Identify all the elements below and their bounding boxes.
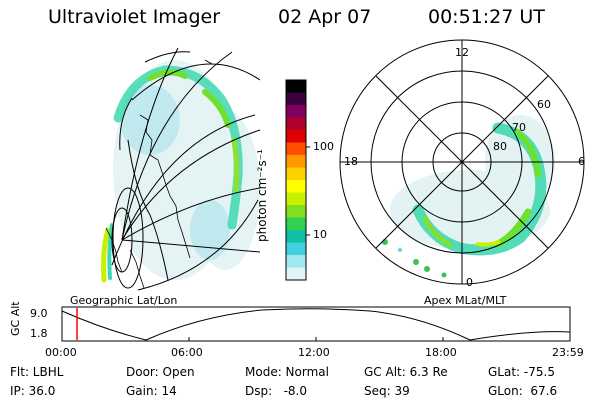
mlt-label-0: 0 — [466, 276, 473, 289]
geo-auroral-arc — [101, 65, 243, 283]
altitude-curve — [61, 308, 571, 341]
colorbar-segment — [286, 142, 306, 156]
lat-label-60: 60 — [537, 98, 551, 111]
colorbar — [285, 79, 310, 281]
info-ip: IP: 36.0 — [10, 384, 56, 398]
timeline-xtick-1800: 18:00 — [425, 346, 457, 359]
timeline-xtick-0000: 00:00 — [45, 346, 77, 359]
timeline-ytick-9: 9.0 — [30, 307, 48, 320]
mlt-label-18: 18 — [344, 155, 358, 168]
info-glon: GLon: 67.6 — [488, 384, 558, 398]
lat-label-70: 70 — [512, 121, 526, 134]
colorbar-frame — [285, 79, 307, 281]
geo-map-label: Geographic Lat/Lon — [70, 294, 178, 307]
timeline-ticks — [188, 337, 444, 341]
polar-map — [339, 39, 585, 285]
colorbar-segment — [286, 242, 306, 256]
polar-map-label: Apex MLat/MLT — [424, 294, 507, 307]
timeline-xtick-1200: 12:00 — [298, 346, 330, 359]
image-date: 02 Apr 07 — [278, 6, 372, 28]
colorbar-segment — [286, 130, 306, 143]
info-gain: Gain: 14 — [126, 384, 177, 398]
info-mode: Mode: Normal — [245, 365, 329, 379]
colorbar-segment — [286, 92, 306, 106]
info-glat: GLat: -75.5 — [488, 365, 555, 379]
colorbar-segment — [286, 167, 306, 181]
colorbar-tick-10: 10 — [313, 228, 327, 241]
colorbar-segment — [286, 105, 306, 118]
image-time: 00:51:27 UT — [428, 6, 545, 28]
colorbar-unit-label: photon cm⁻²s⁻¹ — [255, 149, 269, 242]
instrument-title: Ultraviolet Imager — [48, 6, 221, 28]
polar-grid — [339, 39, 585, 285]
colorbar-segment — [286, 155, 306, 168]
colorbar-segment — [286, 230, 306, 243]
colorbar-segment — [286, 180, 306, 193]
colorbar-segment — [286, 192, 306, 206]
mlt-label-6: 6 — [578, 155, 585, 168]
altitude-timeline — [61, 306, 571, 342]
timeline-xtick-0600: 06:00 — [171, 346, 203, 359]
geo-faint-emission — [120, 85, 230, 260]
colorbar-segment — [286, 255, 306, 268]
timeline-ylabel: GC Alt — [9, 301, 22, 336]
polar-auroral-oval — [412, 122, 547, 256]
colorbar-segment — [286, 117, 306, 131]
colorbar-segment — [286, 267, 306, 281]
colorbar-segment — [286, 205, 306, 218]
mlt-label-12: 12 — [455, 46, 469, 59]
info-filter: Flt: LBHL — [10, 365, 64, 379]
lat-label-80: 80 — [493, 140, 507, 153]
colorbar-segment — [286, 80, 306, 93]
timeline-xtick-2359: 23:59 — [552, 346, 584, 359]
geo-coastline — [105, 114, 191, 289]
info-door: Door: Open — [126, 365, 195, 379]
geographic-map — [101, 47, 260, 291]
info-seq: Seq: 39 — [364, 384, 410, 398]
info-dsp: Dsp: -8.0 — [245, 384, 308, 398]
timeline-ytick-1-8: 1.8 — [30, 327, 48, 340]
info-gc-alt: GC Alt: 6.3 Re — [364, 365, 448, 379]
colorbar-tick-100: 100 — [313, 140, 334, 153]
colorbar-segment — [286, 217, 306, 231]
geo-grid-lines — [111, 47, 260, 291]
